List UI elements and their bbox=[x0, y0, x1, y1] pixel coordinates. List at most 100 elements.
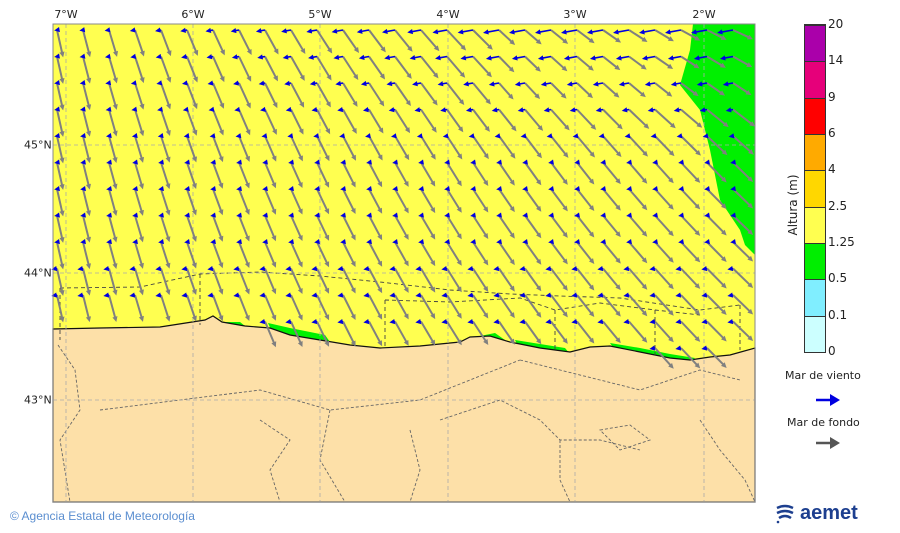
wind-arrow-icon bbox=[54, 53, 60, 59]
wind-arrow-icon bbox=[314, 159, 320, 165]
swell-arrow-icon bbox=[706, 29, 727, 40]
wind-arrow-icon bbox=[366, 238, 372, 245]
swell-arrow-icon bbox=[524, 294, 542, 318]
wind-arrow-icon bbox=[574, 159, 580, 165]
wind-arrow-icon bbox=[571, 265, 578, 272]
swell-arrow-icon bbox=[576, 320, 595, 344]
wind-arrow-icon bbox=[103, 265, 110, 272]
swell-arrow-icon bbox=[706, 320, 727, 342]
swell-arrow-icon bbox=[576, 267, 595, 291]
wind-arrow-icon bbox=[288, 159, 294, 165]
swell-arrow-icon bbox=[446, 320, 462, 346]
wind-arrow-icon bbox=[652, 212, 658, 218]
swell-arrow-icon bbox=[290, 241, 303, 268]
swell-arrow-icon bbox=[732, 294, 754, 315]
swell-arrow-icon bbox=[82, 56, 92, 84]
swell-arrow-icon bbox=[56, 135, 65, 164]
swell-arrow-icon bbox=[628, 320, 648, 343]
wind-arrow-icon bbox=[262, 238, 268, 245]
wind-arrow-icon bbox=[545, 318, 552, 325]
wind-arrow-icon bbox=[208, 106, 215, 112]
wind-arrow-icon bbox=[444, 212, 450, 218]
map-frame bbox=[52, 23, 756, 503]
wind-arrow-icon bbox=[285, 292, 292, 298]
swell-arrow-icon bbox=[212, 82, 225, 109]
wind-arrow-icon bbox=[77, 265, 84, 272]
wind-arrow-icon bbox=[719, 55, 734, 61]
swell-arrow-icon bbox=[238, 241, 250, 269]
swell-arrow-icon bbox=[524, 214, 542, 239]
swell-arrow-icon bbox=[212, 294, 224, 322]
wind-arrow-icon bbox=[597, 318, 604, 325]
wind-arrow-icon bbox=[722, 81, 734, 87]
swell-arrow-icon bbox=[394, 294, 409, 320]
wind-arrow-icon bbox=[543, 107, 552, 113]
wave-direction-arrows bbox=[51, 26, 756, 369]
wind-arrow-icon bbox=[79, 106, 86, 112]
swell-arrow-icon bbox=[160, 29, 172, 57]
swell-arrow-icon bbox=[628, 82, 646, 98]
wind-arrow-icon bbox=[665, 29, 682, 35]
swell-arrow-icon bbox=[56, 294, 65, 323]
swell-arrow-icon bbox=[394, 29, 413, 52]
swell-arrow-icon bbox=[732, 188, 754, 209]
wind-arrow-icon bbox=[340, 212, 346, 218]
wind-arrow-icon bbox=[613, 29, 630, 35]
wind-arrow-icon bbox=[388, 107, 396, 113]
swell-arrow-icon bbox=[602, 82, 620, 98]
swell-arrow-icon bbox=[394, 55, 412, 79]
wind-arrow-icon bbox=[158, 212, 164, 218]
swell-arrow-icon bbox=[420, 188, 436, 214]
wind-arrow-icon bbox=[496, 212, 502, 218]
wind-arrow-icon bbox=[641, 55, 656, 61]
wind-arrow-icon bbox=[236, 238, 242, 245]
wind-arrow-icon bbox=[496, 159, 502, 165]
swell-arrow-icon bbox=[420, 108, 437, 133]
wind-arrow-icon bbox=[701, 292, 708, 298]
wind-arrow-icon bbox=[234, 106, 241, 112]
swell-arrow-icon bbox=[628, 55, 647, 70]
wind-arrow-icon bbox=[281, 28, 292, 34]
wind-arrow-icon bbox=[288, 212, 294, 218]
wind-arrow-icon bbox=[132, 185, 138, 192]
wind-arrow-icon bbox=[104, 53, 111, 59]
wind-arrow-icon bbox=[673, 107, 682, 113]
swell-arrow-icon bbox=[706, 347, 727, 368]
swell-arrow-icon bbox=[680, 294, 701, 316]
legend-swell-label: Mar de fondo bbox=[787, 416, 860, 429]
swell-arrow-icon bbox=[680, 29, 701, 41]
wind-arrow-icon bbox=[442, 133, 449, 139]
wind-arrow-icon bbox=[488, 81, 500, 87]
wind-arrow-icon bbox=[704, 185, 710, 192]
swell-arrow-icon bbox=[446, 29, 467, 51]
swell-arrow-icon bbox=[368, 82, 385, 107]
wind-arrow-icon bbox=[730, 185, 736, 192]
graticule bbox=[53, 24, 755, 502]
wind-arrow-icon bbox=[360, 80, 370, 87]
wind-arrow-icon bbox=[181, 265, 188, 272]
wind-arrow-icon bbox=[210, 212, 216, 218]
swell-arrow-icon bbox=[342, 109, 357, 134]
wind-arrow-icon bbox=[416, 133, 423, 139]
swell-arrow-icon bbox=[498, 214, 515, 239]
swell-arrow-icon bbox=[498, 108, 517, 132]
swell-arrow-icon bbox=[576, 82, 593, 99]
swell-arrow-icon bbox=[316, 109, 331, 135]
wind-arrow-icon bbox=[618, 81, 630, 87]
swell-arrow-icon bbox=[602, 188, 621, 211]
wind-arrow-icon bbox=[132, 212, 138, 218]
swell-arrow-icon bbox=[550, 161, 568, 185]
wind-arrow-icon bbox=[340, 238, 346, 245]
wind-arrow-icon bbox=[54, 212, 60, 218]
swell-arrow-icon bbox=[316, 268, 330, 294]
colorbar-tick-label: 0.1 bbox=[828, 307, 848, 322]
swell-arrow-icon bbox=[82, 162, 91, 190]
colorbar-tick-label: 1.25 bbox=[828, 235, 855, 249]
wind-arrow-icon bbox=[418, 238, 424, 245]
swell-arrow-icon bbox=[290, 321, 303, 348]
swell-arrow-icon bbox=[654, 29, 674, 42]
wind-arrow-icon bbox=[106, 212, 112, 218]
aemet-logo-icon bbox=[776, 504, 794, 523]
swell-arrow-icon bbox=[394, 215, 409, 240]
wind-arrow-icon bbox=[571, 318, 578, 325]
